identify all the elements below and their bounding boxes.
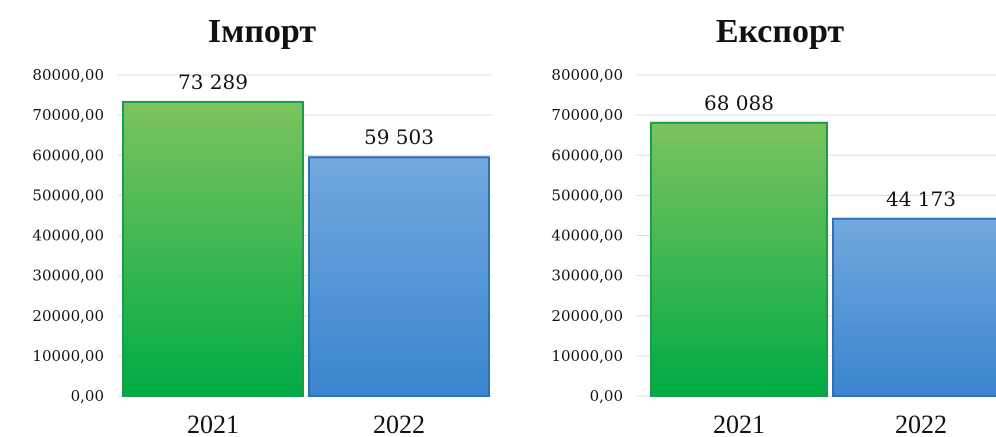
data-label: 44 173	[886, 187, 956, 211]
data-label: 68 088	[704, 91, 774, 115]
y-tick-label: 20000,00	[551, 307, 623, 325]
y-tick-label: 60000,00	[551, 146, 623, 164]
y-tick-label: 70000,00	[32, 106, 104, 124]
y-tick-label: 20000,00	[32, 307, 104, 325]
chart-import: Імпорт 0,00 10000,00 20000,00 30000,00 40000…	[32, 13, 492, 437]
x-tick-label: 2022	[895, 410, 947, 437]
chart-title-import: Імпорт	[208, 13, 316, 50]
bar-import-2022	[308, 156, 490, 397]
bar-export-2022	[832, 217, 996, 397]
y-tick-label: 50000,00	[32, 186, 104, 204]
y-tick-label: 0,00	[590, 387, 623, 405]
data-label: 59 503	[364, 125, 434, 149]
bar-export-2021	[650, 121, 828, 397]
x-tick-label: 2022	[373, 410, 425, 437]
y-tick-label: 40000,00	[32, 227, 104, 245]
y-tick-label: 70000,00	[551, 106, 623, 124]
y-tick-label: 50000,00	[551, 186, 623, 204]
y-tick-label: 80000,00	[551, 66, 623, 84]
y-tick-label: 40000,00	[551, 227, 623, 245]
data-label: 73 289	[178, 70, 248, 94]
y-tick-label: 10000,00	[551, 347, 623, 365]
chart-export: Експорт 0,00 10000,00 20000,00 30000,00 4000…	[551, 13, 996, 437]
y-tick-label: 80000,00	[32, 66, 104, 84]
chart-title-export: Експорт	[716, 13, 845, 50]
x-tick-label: 2021	[187, 410, 239, 437]
y-tick-label: 30000,00	[32, 267, 104, 285]
y-tick-label: 60000,00	[32, 146, 104, 164]
y-tick-label: 10000,00	[32, 347, 104, 365]
x-tick-label: 2021	[713, 410, 765, 437]
y-tick-label: 0,00	[71, 387, 104, 405]
bar-import-2021	[122, 100, 304, 397]
y-tick-label: 30000,00	[551, 267, 623, 285]
